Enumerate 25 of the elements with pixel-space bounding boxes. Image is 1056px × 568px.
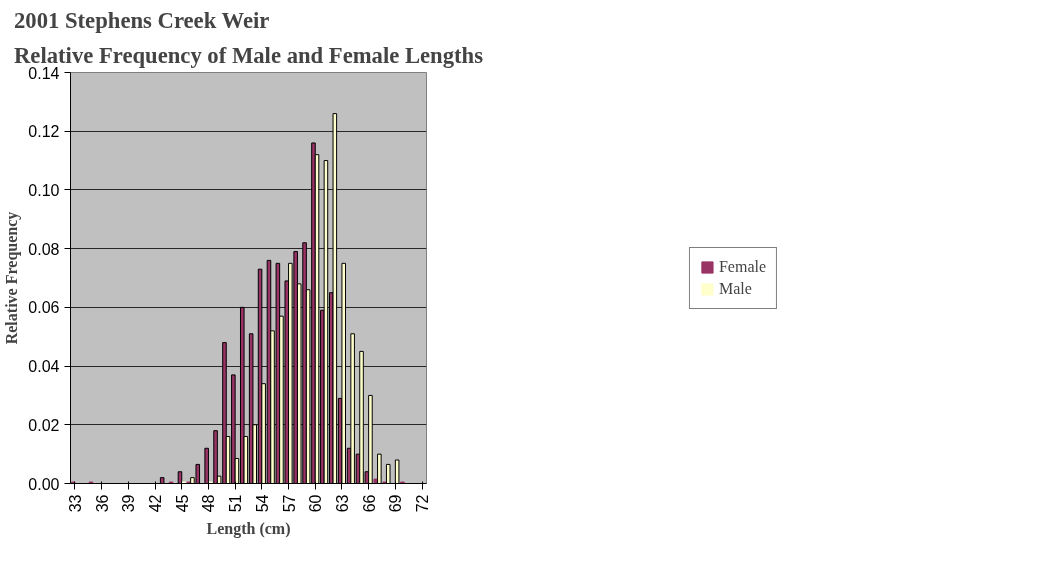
y-tick-label: 0.10 bbox=[28, 181, 60, 199]
y-tick-label: 0.12 bbox=[28, 123, 60, 141]
x-tick-label: 63 bbox=[333, 494, 351, 513]
x-tick-label: 66 bbox=[360, 494, 378, 513]
x-tick-label: 72 bbox=[414, 494, 432, 513]
x-tick-label: 51 bbox=[227, 494, 245, 513]
x-tick-label: 60 bbox=[307, 494, 325, 513]
x-tick-label: 33 bbox=[66, 494, 84, 513]
y-tick-label: 0.08 bbox=[28, 240, 60, 258]
x-axis-title: Length (cm) bbox=[206, 520, 291, 539]
x-tick-label: 39 bbox=[120, 494, 138, 513]
x-tick-label: 69 bbox=[387, 494, 405, 513]
legend-label: Male bbox=[718, 279, 752, 298]
y-tick-label: 0.04 bbox=[28, 358, 60, 376]
x-tick-label: 54 bbox=[253, 494, 271, 513]
y-tick-label: 0.06 bbox=[28, 299, 60, 317]
y-axis-title: Relative Frequency bbox=[3, 211, 22, 345]
x-tick-label: 57 bbox=[280, 494, 298, 513]
x-tick-label: 36 bbox=[93, 494, 111, 513]
y-tick-label: 0.00 bbox=[28, 475, 60, 493]
x-tick-label: 48 bbox=[200, 494, 218, 513]
x-tick-label: 42 bbox=[147, 494, 165, 513]
y-tick-label: 0.02 bbox=[28, 416, 60, 434]
x-tick-label: 45 bbox=[173, 494, 191, 513]
legend-label: Female bbox=[718, 257, 767, 276]
